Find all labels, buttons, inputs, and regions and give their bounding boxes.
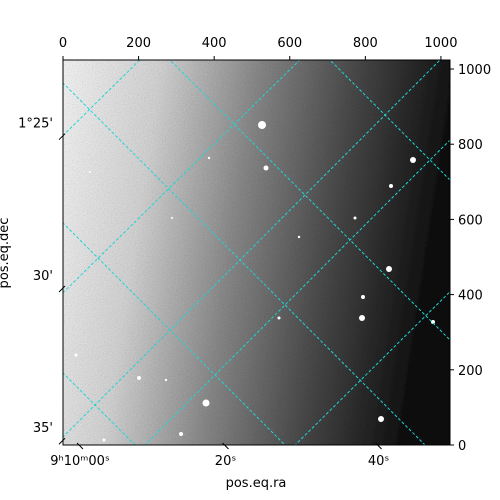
star bbox=[137, 376, 141, 380]
dec-tick-label: 1°25' bbox=[18, 117, 53, 132]
star bbox=[263, 165, 269, 171]
grid-line bbox=[63, 372, 136, 445]
star bbox=[353, 216, 357, 220]
plot-frame bbox=[62, 59, 451, 446]
star bbox=[179, 432, 183, 436]
dec-tick-mark bbox=[58, 285, 66, 293]
star bbox=[378, 416, 384, 422]
star bbox=[74, 353, 78, 357]
star bbox=[431, 320, 435, 324]
right-tick-label: 400 bbox=[458, 289, 483, 304]
grid-line bbox=[294, 290, 450, 445]
dec-tick-mark bbox=[58, 437, 66, 445]
ra-axis-label: pos.eq.ra bbox=[226, 476, 287, 491]
sky-image bbox=[63, 60, 450, 445]
dec-tick-mark bbox=[58, 133, 66, 141]
grid-line bbox=[63, 60, 441, 438]
star bbox=[102, 438, 106, 442]
star bbox=[207, 156, 211, 160]
top-tick-label: 1000 bbox=[424, 36, 457, 51]
star bbox=[89, 171, 91, 173]
star bbox=[410, 157, 416, 163]
top-tick-label: 0 bbox=[59, 36, 67, 51]
ra-tick-label: 20ˢ bbox=[215, 454, 237, 469]
grid-line bbox=[63, 222, 286, 445]
star bbox=[359, 315, 365, 321]
grid-line bbox=[169, 60, 450, 341]
right-tick-label: 200 bbox=[458, 364, 483, 379]
dec-tick-label: 30' bbox=[33, 269, 53, 284]
star bbox=[361, 295, 365, 299]
ra-tick-mark bbox=[76, 442, 84, 450]
top-tick-label: 400 bbox=[202, 36, 227, 51]
grid-line bbox=[144, 139, 450, 445]
star bbox=[258, 121, 266, 129]
ra-tick-label: 9ʰ10ᵐ00ˢ bbox=[50, 454, 110, 469]
coordinate-grid bbox=[63, 60, 450, 445]
top-tick-label: 200 bbox=[126, 36, 151, 51]
star bbox=[277, 316, 281, 320]
top-tick-label: 800 bbox=[353, 36, 378, 51]
star bbox=[386, 266, 392, 272]
star bbox=[171, 217, 173, 219]
star bbox=[202, 399, 210, 407]
dec-axis-label: pos.eq.dec bbox=[0, 218, 12, 289]
star bbox=[297, 235, 301, 239]
grid-line bbox=[63, 60, 301, 294]
ra-tick-mark bbox=[222, 442, 229, 450]
top-tick-label: 600 bbox=[277, 36, 302, 51]
star bbox=[164, 378, 168, 382]
dec-tick-label: 35' bbox=[33, 421, 53, 436]
right-tick-label: 600 bbox=[458, 213, 483, 228]
right-tick-label: 0 bbox=[458, 439, 466, 454]
axis-ticks: 0 200 400 600 800 1000 0 200 400 600 800 1000 9ʰ10ᵐ0… bbox=[18, 36, 491, 469]
star-field bbox=[74, 121, 435, 442]
ra-tick-label: 40ˢ bbox=[368, 454, 390, 469]
right-tick-label: 800 bbox=[458, 138, 483, 153]
right-tick-label: 1000 bbox=[458, 63, 491, 78]
star bbox=[389, 184, 393, 188]
ra-tick-mark bbox=[375, 442, 382, 450]
